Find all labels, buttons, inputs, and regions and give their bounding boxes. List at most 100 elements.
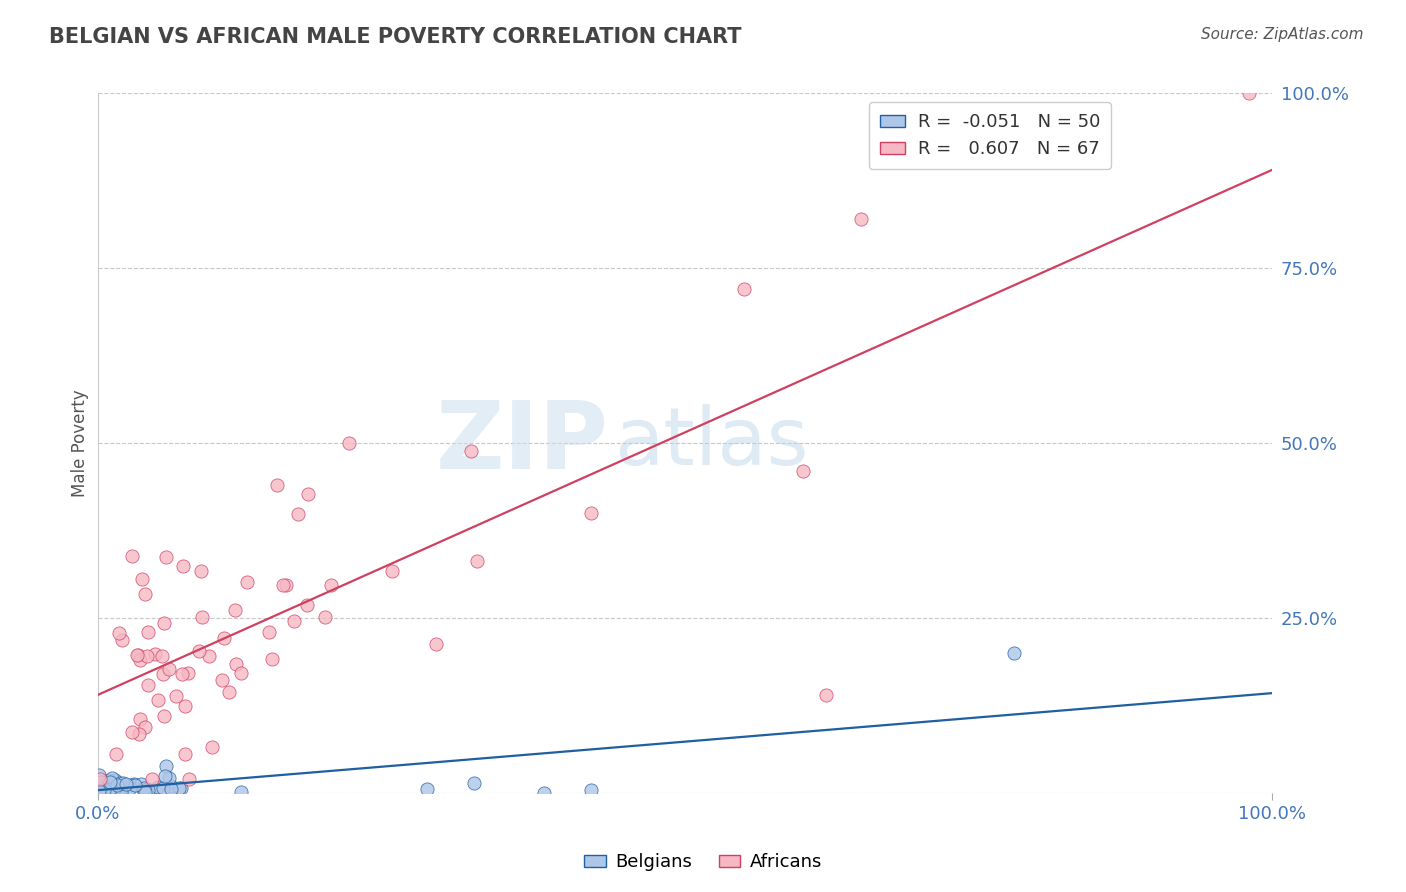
Point xyxy=(225,657,247,672)
Point xyxy=(98,772,121,787)
Point xyxy=(148,693,170,707)
Point xyxy=(136,782,159,797)
Point xyxy=(90,774,112,789)
Point xyxy=(1002,646,1025,660)
Point xyxy=(136,625,159,640)
Point xyxy=(1237,87,1260,101)
Point xyxy=(188,644,211,658)
Point xyxy=(110,785,132,799)
Point xyxy=(211,673,233,688)
Point xyxy=(127,648,149,662)
Point xyxy=(136,678,159,692)
Point xyxy=(152,781,174,796)
Point xyxy=(463,776,485,790)
Point xyxy=(111,776,134,790)
Point xyxy=(174,747,197,762)
Point xyxy=(121,549,143,563)
Point xyxy=(111,783,134,797)
Point xyxy=(212,631,235,645)
Point xyxy=(179,772,201,786)
Point xyxy=(128,712,150,726)
Point xyxy=(155,549,177,564)
Point xyxy=(93,780,115,794)
Point xyxy=(295,598,318,612)
Text: BELGIAN VS AFRICAN MALE POVERTY CORRELATION CHART: BELGIAN VS AFRICAN MALE POVERTY CORRELAT… xyxy=(49,27,742,46)
Point xyxy=(98,780,121,794)
Point xyxy=(160,782,183,797)
Point xyxy=(152,649,174,664)
Point xyxy=(160,779,183,793)
Point xyxy=(87,784,110,798)
Point xyxy=(266,477,288,491)
Point xyxy=(108,776,131,790)
Point xyxy=(104,773,127,788)
Point xyxy=(129,777,152,791)
Point xyxy=(111,632,134,647)
Point xyxy=(98,782,121,797)
Point xyxy=(425,637,447,651)
Point xyxy=(89,768,111,782)
Point xyxy=(218,684,240,698)
Point xyxy=(128,653,150,667)
Point xyxy=(224,602,246,616)
Point xyxy=(110,782,132,797)
Legend: Belgians, Africans: Belgians, Africans xyxy=(576,847,830,879)
Point xyxy=(157,772,180,786)
Point xyxy=(128,727,150,741)
Point xyxy=(172,558,194,573)
Point xyxy=(131,572,153,586)
Point xyxy=(152,708,174,723)
Point xyxy=(127,648,149,662)
Text: Source: ZipAtlas.com: Source: ZipAtlas.com xyxy=(1201,27,1364,42)
Point xyxy=(152,667,174,681)
Point xyxy=(141,772,163,786)
Point xyxy=(89,782,111,797)
Legend: R =  -0.051   N = 50, R =   0.607   N = 67: R = -0.051 N = 50, R = 0.607 N = 67 xyxy=(869,103,1111,169)
Point xyxy=(101,772,124,786)
Point xyxy=(153,769,176,783)
Point xyxy=(792,464,814,478)
Point xyxy=(157,663,180,677)
Point xyxy=(177,665,200,680)
Point xyxy=(93,782,115,797)
Point xyxy=(89,784,111,798)
Point xyxy=(579,783,602,797)
Point xyxy=(321,578,343,592)
Point xyxy=(259,624,281,639)
Point xyxy=(155,759,177,773)
Point xyxy=(465,554,488,568)
Point xyxy=(172,666,194,681)
Point xyxy=(287,507,309,521)
Point xyxy=(460,443,482,458)
Point xyxy=(122,777,145,791)
Point xyxy=(132,781,155,796)
Point xyxy=(89,772,111,786)
Point xyxy=(120,778,142,792)
Point xyxy=(124,778,146,792)
Text: atlas: atlas xyxy=(614,404,808,483)
Point xyxy=(851,212,873,227)
Point xyxy=(191,610,214,624)
Point xyxy=(134,785,156,799)
Point xyxy=(105,778,128,792)
Point xyxy=(146,780,169,794)
Point xyxy=(107,625,129,640)
Point xyxy=(90,782,112,797)
Point xyxy=(229,665,252,680)
Point xyxy=(814,688,837,702)
Point xyxy=(197,648,219,663)
Point xyxy=(190,564,212,578)
Point xyxy=(170,780,193,795)
Point xyxy=(153,616,176,631)
Text: ZIP: ZIP xyxy=(436,397,609,489)
Point xyxy=(107,776,129,790)
Point xyxy=(104,781,127,796)
Point xyxy=(167,780,190,795)
Point xyxy=(173,698,195,713)
Point xyxy=(145,782,167,797)
Point xyxy=(134,720,156,734)
Point xyxy=(98,774,121,789)
Point xyxy=(120,781,142,796)
Point xyxy=(533,786,555,800)
Point xyxy=(274,578,297,592)
